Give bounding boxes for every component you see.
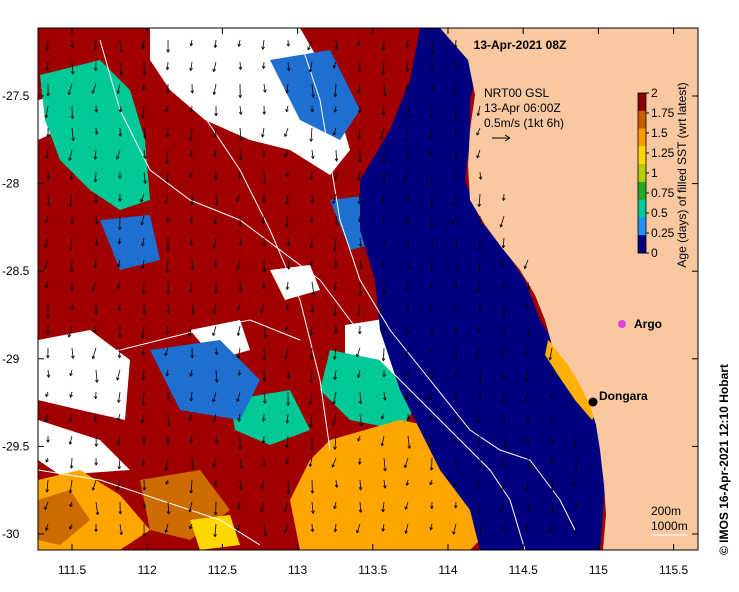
colorbar-tick-label: 0.5 (651, 206, 668, 220)
colorbar-swatch (638, 128, 646, 147)
current-legend-line1: NRT00 GSL (484, 86, 549, 100)
y-tick-label: -30 (2, 527, 20, 541)
x-tick-label: 114.5 (509, 563, 538, 577)
colorbar-swatch (638, 164, 646, 183)
colorbar-swatch (638, 181, 646, 201)
colorbar-tick-label: 1.25 (651, 146, 675, 160)
y-tick-label: -28 (2, 177, 20, 191)
no-data-regions (38, 28, 420, 475)
date-title: 13-Apr-2021 08Z (474, 38, 567, 52)
teal-regions (40, 60, 420, 445)
x-tick-label: 112.5 (208, 563, 237, 577)
colorbar-swatch (638, 199, 646, 218)
coastal-strip (545, 340, 598, 420)
y-tick-label: -27.5 (2, 89, 30, 103)
x-tick-label: 114 (438, 563, 457, 577)
contour-legend: 200m 1000m (651, 504, 688, 536)
x-tick-label: 115.5 (659, 563, 688, 577)
dongara-icon (588, 397, 598, 407)
imos-credit: © IMOS 16-Apr-2021 12:10 Hobart (717, 364, 731, 555)
near-shore-band (360, 28, 605, 550)
colorbar-label: Age (days) of filled SST (wrt latest) (675, 82, 689, 267)
y-tick-label: -29.5 (2, 439, 30, 453)
current-legend-line2: 13-Apr 06:00Z (484, 101, 561, 115)
x-tick-label: 113 (288, 563, 307, 577)
colorbar-tick-label: 1 (651, 166, 658, 180)
x-tick-label: 111.5 (58, 563, 87, 577)
colorbar-swatch (638, 235, 646, 254)
argo-label: Argo (634, 317, 662, 331)
contour-legend-200m: 200m (651, 504, 681, 518)
argo-icon (618, 320, 626, 328)
colorbar-tick-label: 0.25 (651, 226, 675, 240)
dongara-marker: Dongara (588, 389, 648, 407)
y-tick-label: -28.5 (2, 264, 30, 278)
plot-frame (37, 27, 699, 551)
colorbar-tick-label: 0.75 (651, 186, 675, 200)
y-axis: -27.5 -28 -28.5 -29 -29.5 -30 (2, 89, 698, 541)
colorbar-tick-label: 1.5 (651, 126, 668, 140)
x-tick-label: 112 (138, 563, 157, 577)
colorbar-swatch (638, 217, 646, 236)
land (440, 28, 698, 550)
y-tick-label: -29 (2, 352, 20, 366)
current-vectors (44, 39, 579, 538)
current-legend-line3: 0.5m/s (1kt 6h) (484, 116, 564, 130)
x-tick-label: 115 (589, 563, 608, 577)
argo-marker: Argo (618, 317, 662, 331)
x-axis: 111.5 112 112.5 113 113.5 114 114.5 115 115.5 (58, 28, 688, 577)
colorbar-tick-label: 1.75 (651, 106, 675, 120)
colorbar-swatch (638, 146, 646, 165)
colorbar: 2 1.75 1.5 1.25 1 0.75 0.5 0.25 0 (637, 86, 675, 260)
colorbar-swatch (638, 93, 646, 112)
colorbar-swatch (638, 110, 646, 130)
x-tick-label: 113.5 (358, 563, 387, 577)
contour-legend-1000m: 1000m (651, 519, 688, 533)
dongara-label: Dongara (599, 389, 648, 403)
current-legend: NRT00 GSL 13-Apr 06:00Z 0.5m/s (1kt 6h) (484, 86, 564, 142)
colorbar-tick-label: 2 (651, 86, 658, 100)
bathymetry-contours (38, 39, 576, 550)
colorbar-tick-label: 0 (651, 246, 658, 260)
map-plot-area (38, 28, 698, 550)
